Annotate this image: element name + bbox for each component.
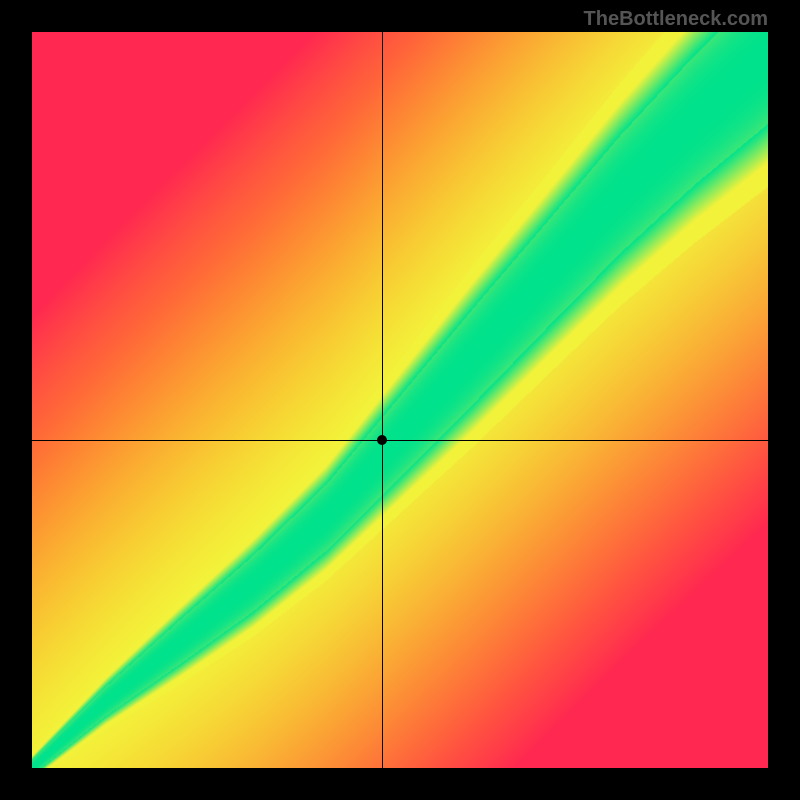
crosshair-vertical bbox=[382, 32, 383, 768]
heatmap-canvas bbox=[32, 32, 768, 768]
watermark-text: TheBottleneck.com bbox=[584, 8, 768, 31]
crosshair-horizontal bbox=[32, 440, 768, 441]
crosshair-marker bbox=[377, 435, 387, 445]
heatmap-plot bbox=[32, 32, 768, 768]
